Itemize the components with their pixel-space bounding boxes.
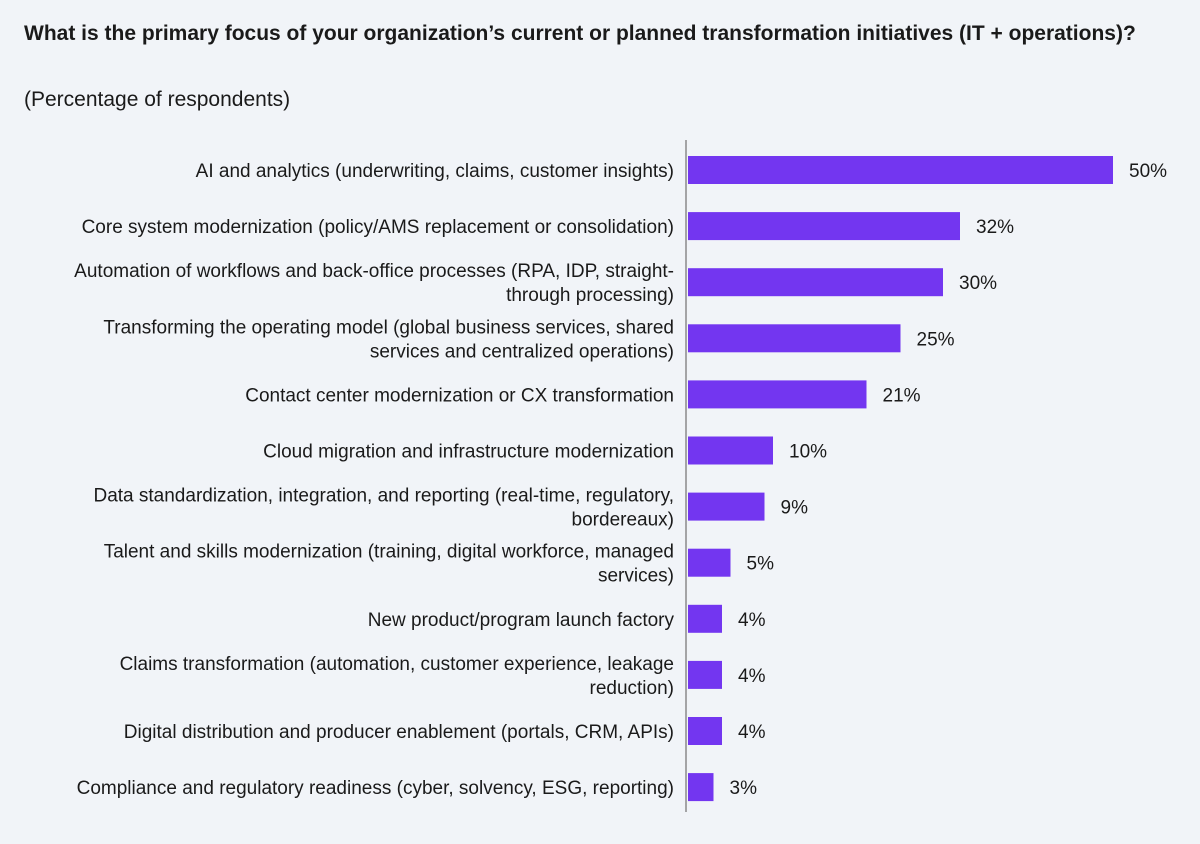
category-label-line: Transforming the operating model (global… <box>103 317 674 338</box>
category-label: Cloud migration and infrastructure moder… <box>263 442 674 463</box>
value-label: 25% <box>917 329 955 350</box>
bar <box>688 156 1113 184</box>
value-label: 50% <box>1129 161 1167 182</box>
category-label-line: Automation of workflows and back-office … <box>74 261 674 282</box>
value-label: 9% <box>781 498 809 519</box>
category-label-line: through processing) <box>506 285 674 306</box>
chart-subtitle: (Percentage of respondents) <box>24 88 291 111</box>
value-label: 4% <box>738 666 766 687</box>
category-label: Talent and skills modernization (trainin… <box>104 542 674 587</box>
category-label: Automation of workflows and back-office … <box>74 261 674 306</box>
bar <box>688 492 765 521</box>
category-label-line: AI and analytics (underwriting, claims, … <box>196 161 674 182</box>
category-label-line: bordereaux) <box>572 510 674 531</box>
value-label: 5% <box>747 554 775 575</box>
category-label: Claims transformation (automation, custo… <box>120 654 674 699</box>
category-label-line: Data standardization, integration, and r… <box>93 486 674 507</box>
category-label-line: Digital distribution and producer enable… <box>124 722 674 743</box>
bar <box>688 436 773 465</box>
category-label-line: Cloud migration and infrastructure moder… <box>263 442 674 463</box>
category-label: New product/program launch factory <box>368 610 675 631</box>
value-label: 4% <box>738 722 766 743</box>
bar <box>688 773 714 802</box>
bar <box>688 717 722 745</box>
value-label: 3% <box>730 778 758 799</box>
bar <box>688 324 901 353</box>
value-label: 21% <box>883 385 921 406</box>
value-label: 32% <box>976 217 1014 238</box>
category-label: Digital distribution and producer enable… <box>124 722 674 743</box>
category-label: Core system modernization (policy/AMS re… <box>82 217 674 238</box>
bar <box>688 380 867 409</box>
value-label: 30% <box>959 273 997 294</box>
category-label-line: services) <box>598 566 674 587</box>
category-label: Contact center modernization or CX trans… <box>245 385 674 406</box>
value-label: 4% <box>738 610 766 631</box>
category-label-line: Contact center modernization or CX trans… <box>245 385 674 406</box>
category-label-line: New product/program launch factory <box>368 610 675 631</box>
category-label-line: services and centralized operations) <box>370 341 674 362</box>
category-label: Data standardization, integration, and r… <box>93 486 674 531</box>
category-label: Compliance and regulatory readiness (cyb… <box>77 778 674 799</box>
bar <box>688 604 722 633</box>
category-label: AI and analytics (underwriting, claims, … <box>196 161 674 182</box>
category-label: Transforming the operating model (global… <box>103 317 674 362</box>
bar <box>688 268 943 297</box>
category-label-line: Compliance and regulatory readiness (cyb… <box>77 778 674 799</box>
category-label-line: Core system modernization (policy/AMS re… <box>82 217 674 238</box>
category-label-line: Claims transformation (automation, custo… <box>120 654 674 675</box>
bar <box>688 660 722 689</box>
chart-title: What is the primary focus of your organi… <box>24 22 1136 45</box>
category-label-line: reduction) <box>590 678 675 699</box>
category-label-line: Talent and skills modernization (trainin… <box>104 542 674 563</box>
bar <box>688 548 731 577</box>
bar <box>688 212 960 241</box>
value-label: 10% <box>789 442 827 463</box>
